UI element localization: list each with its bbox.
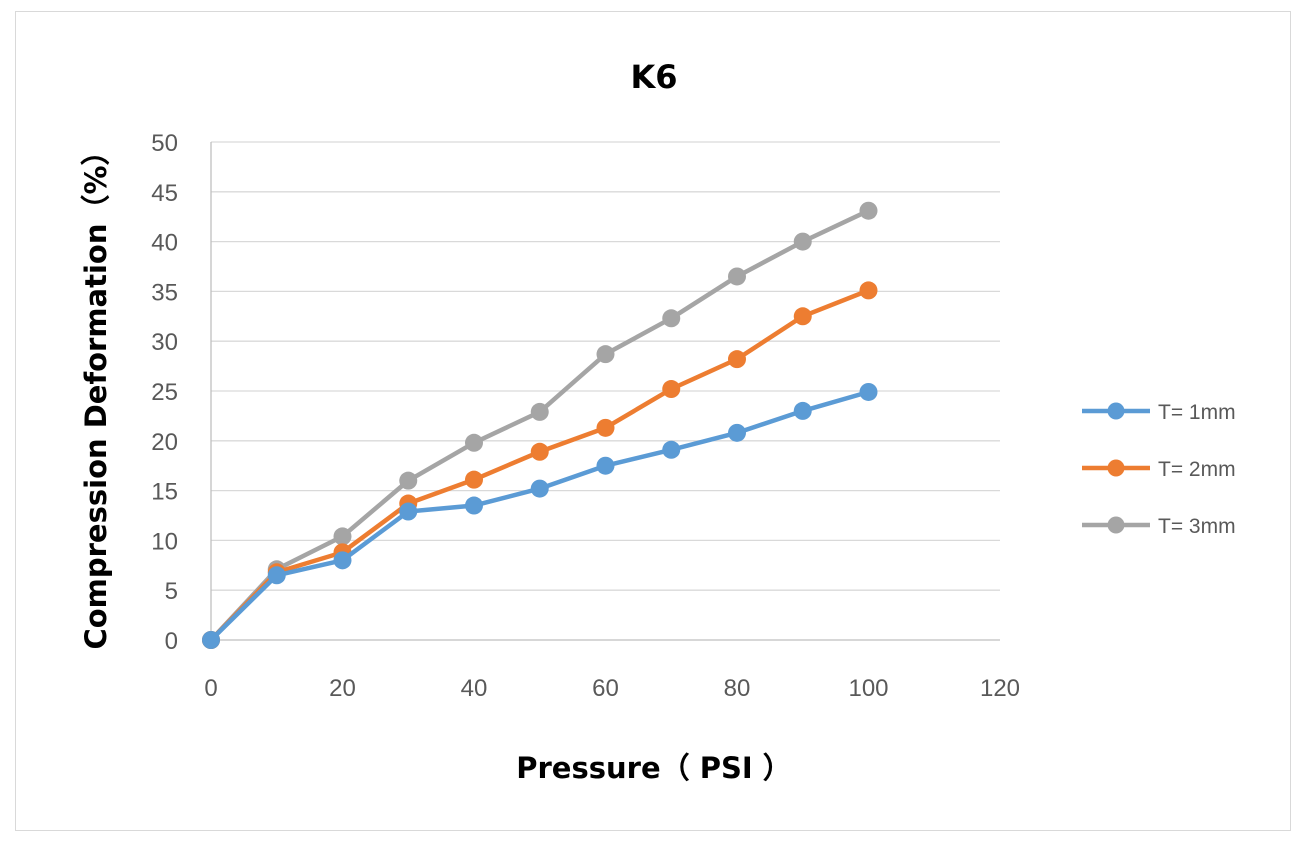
x-tick-label: 80 [724,675,751,702]
legend-label: T= 2mm [1158,458,1236,481]
series-line [208,288,871,643]
legend-label: T= 3mm [1158,515,1236,538]
y-tick-label: 45 [151,180,178,207]
x-tick-label: 120 [980,675,1020,702]
series-3 [202,201,878,649]
legend-item: T= 3mm [1082,515,1236,538]
data-point [662,380,681,399]
data-point [465,433,483,452]
y-tick-label: 5 [165,578,178,605]
y-axis-title: Compression Deformation（%） [79,136,113,649]
chart-title: K6 [630,58,677,96]
axes [210,142,1000,641]
x-tick-label: 100 [848,675,888,702]
series-line [208,208,871,643]
y-tick-label: 50 [151,130,178,157]
y-tick-label: 20 [151,429,178,456]
data-point [399,471,418,490]
x-tick-label: 0 [204,675,217,702]
y-tick-label: 0 [165,628,178,655]
data-point [530,402,549,421]
data-point [793,232,812,251]
legend-marker [1107,402,1125,420]
data-point [859,201,878,220]
series-1 [202,382,878,649]
x-tick-label: 40 [461,675,488,702]
data-point [333,527,352,546]
data-point [530,479,549,498]
y-tick-label: 15 [151,479,178,506]
data-point [333,551,352,570]
y-tick-label: 40 [151,230,178,257]
data-point [793,307,812,326]
data-point [465,470,483,489]
data-point [596,345,615,364]
y-tick-labels: 0 5 10 15 20 25 30 35 40 45 50 [151,130,178,655]
x-tick-label: 20 [329,675,356,702]
data-point [202,631,220,649]
data-point [793,401,812,420]
series-group [202,201,878,649]
series-2 [202,281,878,649]
series-line [208,389,871,643]
data-point [596,418,615,437]
data-point [728,423,746,442]
chart-frame [15,11,1291,831]
data-point [728,350,746,369]
legend-item: T= 1mm [1082,401,1236,424]
y-tick-label: 30 [151,329,178,356]
y-tick-label: 25 [151,379,178,406]
data-point [267,566,286,585]
legend-item: T= 2mm [1082,458,1236,481]
legend: T= 1mm T= 2mm T= 3mm [1082,401,1236,538]
data-point [465,496,483,515]
gridlines [211,141,1000,591]
y-tick-label: 10 [151,528,178,555]
legend-label: T= 1mm [1158,401,1236,424]
data-point [596,456,615,475]
data-point [530,442,549,461]
data-point [662,309,681,328]
data-point [728,267,746,286]
x-axis-title: Pressure（ PSI ） [516,751,792,785]
x-tick-labels: 0 20 40 60 80 100 120 [204,675,1020,702]
legend-marker [1107,516,1125,534]
data-point [662,440,681,459]
x-tick-label: 60 [592,675,619,702]
legend-marker [1107,459,1125,477]
data-point [859,281,878,300]
y-tick-label: 35 [151,279,178,306]
data-point [399,502,418,521]
data-point [859,382,878,401]
